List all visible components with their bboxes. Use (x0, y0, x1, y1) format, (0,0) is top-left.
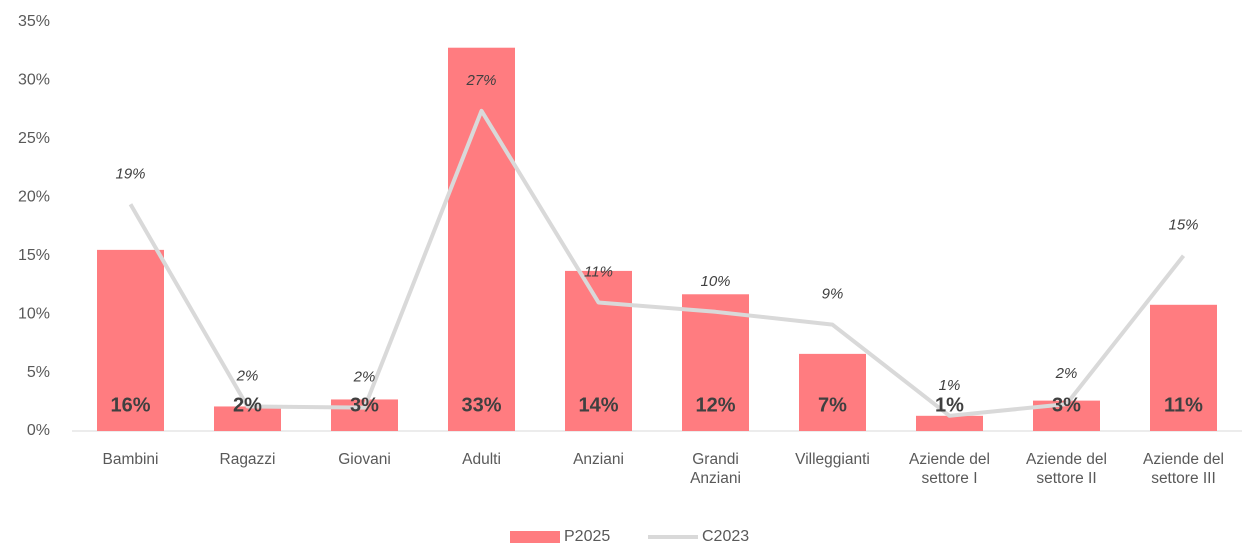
x-tick-label: Aziende del settore II (1025, 451, 1107, 487)
line-label: 11% (584, 263, 613, 280)
x-tick-label: Anziani (573, 451, 624, 468)
x-tick-label: Grandi Anziani (690, 451, 741, 487)
bar-label: 11% (1164, 394, 1203, 416)
bar (448, 47, 515, 432)
bar-label: 12% (695, 394, 735, 416)
legend-label: P2025 (564, 528, 610, 545)
line-label: 27% (465, 72, 496, 89)
line-label: 1% (939, 377, 961, 394)
y-tick-label: 25% (18, 130, 50, 147)
x-tick-label: Aziende del settore III (1142, 451, 1224, 487)
line-label: 2% (353, 369, 376, 386)
bar-label: 33% (461, 394, 501, 416)
bar (214, 406, 281, 431)
y-tick-label: 30% (18, 72, 50, 89)
bar-label: 2% (233, 394, 262, 416)
bar (799, 353, 866, 431)
x-tick-label: Ragazzi (219, 451, 276, 468)
bar (916, 415, 983, 431)
x-tick-label: Adulti (462, 451, 501, 468)
line-label: 2% (1055, 365, 1078, 382)
bar-label: 7% (818, 394, 847, 416)
x-tick-label: Giovani (338, 451, 391, 468)
bar-label: 1% (935, 394, 964, 416)
bar (97, 249, 164, 431)
bar-label: 3% (1052, 394, 1081, 416)
legend-label: C2023 (702, 528, 749, 545)
line-label: 19% (115, 165, 145, 182)
line (128, 108, 1186, 418)
line-label: 9% (822, 286, 844, 303)
bar-label: 3% (350, 394, 379, 416)
y-tick-label: 20% (18, 189, 50, 206)
line-label: 2% (236, 367, 259, 384)
bar-label: 14% (578, 394, 618, 416)
y-tick-label: 5% (27, 364, 50, 381)
line-label: 15% (1168, 217, 1198, 234)
y-tick-label: 10% (18, 305, 50, 322)
bar (565, 270, 632, 431)
line-label: 10% (700, 273, 730, 290)
x-tick-label: Villeggianti (795, 451, 870, 468)
bar (682, 294, 749, 431)
bar-label: 16% (110, 394, 150, 416)
legend-swatch (510, 531, 560, 543)
x-tick-label: Aziende del settore I (908, 451, 990, 487)
bar (1150, 304, 1217, 431)
y-tick-label: 35% (18, 13, 50, 30)
y-tick-label: 0% (27, 422, 50, 439)
y-tick-label: 15% (18, 247, 50, 264)
x-tick-label: Bambini (102, 451, 159, 468)
